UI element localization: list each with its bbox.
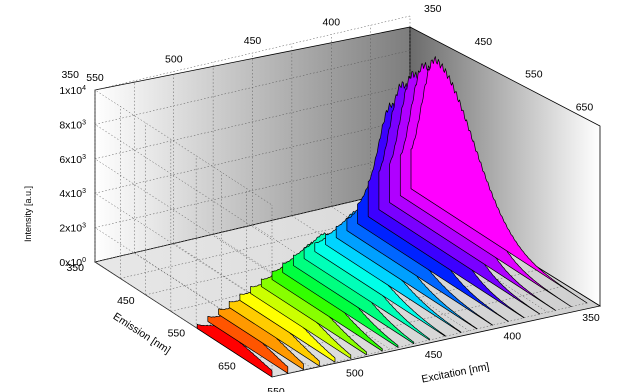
y-tick-exponent: 3 — [82, 154, 86, 161]
y-tick-base: 0x10 — [59, 257, 82, 269]
top-excitation-tick-label: 500 — [165, 54, 183, 66]
top-emission-tick-label: 350 — [424, 3, 442, 15]
excitation-tick-label: 450 — [425, 349, 443, 361]
top-emission-tick-label: 650 — [576, 102, 594, 114]
excitation-axis-title: Excitation [nm] — [420, 361, 490, 386]
y-tick-base: 8x10 — [59, 119, 82, 131]
top-excitation-tick-label: 550 — [86, 72, 104, 84]
y-tick-exponent: 3 — [82, 223, 86, 230]
top-emission-tick-label: 450 — [475, 36, 493, 48]
top-emission-tick-label: 350 — [61, 69, 79, 81]
y-tick-base: 6x10 — [59, 154, 82, 166]
emission-tick-label: 650 — [218, 361, 236, 373]
y-tick-label: 0x100 — [59, 257, 86, 269]
emission-tick-label: 350 — [66, 262, 84, 274]
y-tick-base: 4x10 — [59, 188, 82, 200]
excitation-tick-label: 500 — [346, 368, 364, 380]
top-excitation-tick-label: 400 — [323, 17, 341, 29]
grid-line-floor-emission — [94, 187, 411, 263]
y-tick-exponent: 0 — [82, 257, 86, 264]
emission-tick-label: 450 — [117, 295, 135, 307]
y-tick-label: 2x103 — [59, 223, 86, 235]
y-axis-title: Intensity [a.u.] — [23, 186, 33, 242]
emission-tick-label: 550 — [168, 328, 186, 340]
excitation-tick-label: 550 — [267, 386, 285, 392]
y-tick-label: 1x104 — [59, 85, 86, 97]
y-tick-exponent: 4 — [82, 85, 86, 92]
y-tick-exponent: 3 — [82, 188, 86, 195]
axis-ticks: 0x1002x1034x1036x1038x1031x1043504505506… — [59, 3, 600, 392]
top-excitation-tick-label: 450 — [244, 35, 262, 47]
y-tick-label: 6x103 — [59, 154, 86, 166]
excitation-tick-label: 350 — [582, 312, 600, 324]
y-tick-label: 4x103 — [59, 188, 86, 200]
spectra-series — [196, 56, 588, 378]
y-tick-exponent: 3 — [82, 119, 86, 126]
spectrum-ex-350 — [410, 56, 588, 304]
y-tick-base: 1x10 — [59, 85, 82, 97]
excitation-tick-label: 400 — [504, 331, 522, 343]
y-tick-base: 2x10 — [59, 223, 82, 235]
top-emission-tick-label: 550 — [525, 69, 543, 81]
emission-axis-title: Emission [nm] — [111, 310, 173, 356]
y-tick-label: 8x103 — [59, 119, 86, 131]
